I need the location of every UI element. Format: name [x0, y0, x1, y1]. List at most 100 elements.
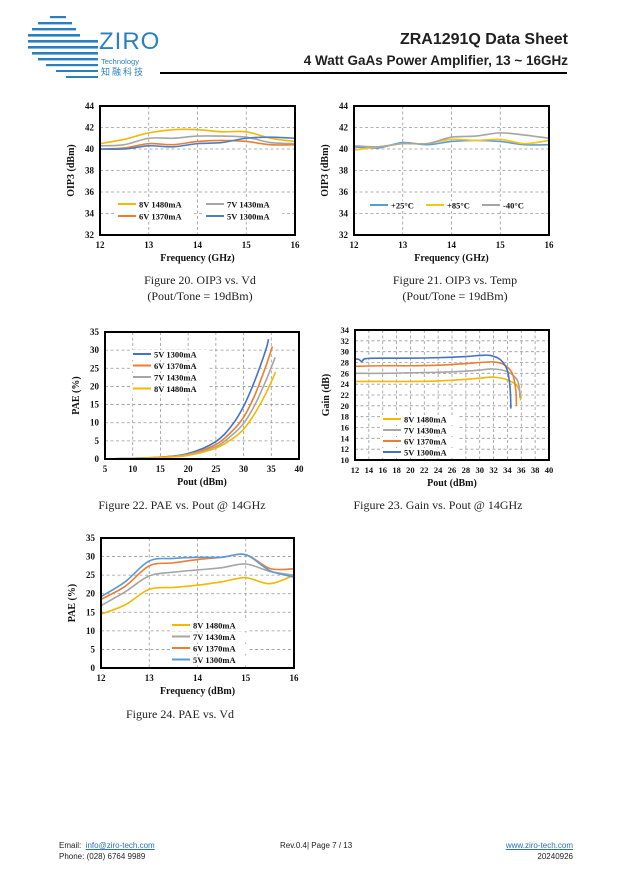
legend-bg: [131, 361, 209, 372]
y-tick-label: 38: [339, 166, 349, 176]
legend-bg: [131, 350, 209, 360]
plot-frame: [353, 105, 550, 236]
legend-bg: [368, 201, 418, 211]
document-subtitle: 4 Watt GaAs Power Amplifier, 13 ~ 16GHz: [303, 53, 568, 68]
y-tick-label: 22: [341, 390, 350, 400]
legend-item: 7V 1430mA: [204, 200, 282, 210]
legend-bg: [131, 373, 209, 383]
x-tick-label: 34: [503, 465, 512, 475]
x-tick-label: 18: [392, 465, 401, 475]
y-tick-label: 20: [341, 401, 350, 411]
figure-21-caption: Figure 21. OIP3 vs. Temp (Pout/Tone = 19…: [335, 272, 575, 304]
x-tick-label: 10: [128, 464, 138, 474]
y-tick-label: 5: [95, 436, 100, 446]
series-line-6v-1370ma: [355, 361, 518, 406]
series-line-5v-1300ma: [355, 354, 512, 409]
y-tick-label: 15: [86, 607, 96, 617]
y-tick-label: 38: [85, 166, 95, 176]
x-tick-label: 16: [378, 465, 387, 475]
y-tick-label: 42: [339, 123, 349, 133]
x-tick-label: 26: [448, 465, 457, 475]
caption-line: (Pout/Tone = 19dBm): [402, 289, 508, 303]
legend-label: +85°C: [447, 201, 470, 211]
y-tick-label: 26: [341, 368, 350, 378]
series-line-5v-1300ma: [101, 553, 294, 598]
legend-item: 7V 1430mA: [131, 373, 209, 383]
y-tick-label: 42: [85, 123, 95, 133]
footer-contact: Email: info@ziro-tech.com Phone: (028) 6…: [59, 840, 155, 862]
x-tick-label: 32: [489, 465, 498, 475]
legend-label: 5V 1300mA: [154, 350, 197, 360]
legend-item: 7V 1430mA: [381, 426, 459, 436]
footer-revision: Rev.0.4| Page 7 / 13: [280, 841, 353, 850]
caption-line: Figure 20. OIP3 vs. Vd: [144, 273, 256, 287]
legend-label: 8V 1480mA: [404, 415, 447, 425]
series-line-6v-1370ma: [100, 139, 295, 150]
figure-23-caption: Figure 23. Gain vs. Pout @ 14GHz: [318, 497, 558, 513]
legend-item: 8V 1480mA: [170, 621, 248, 631]
x-tick-label: 15: [496, 240, 506, 250]
legend-bg: [204, 212, 282, 222]
legend-label: +25°C: [391, 201, 414, 211]
legend-label: 8V 1480mA: [193, 621, 236, 631]
legend-bg: [116, 212, 194, 222]
y-tick-label: 30: [341, 347, 350, 357]
y-tick-label: 28: [341, 358, 350, 368]
y-tick-label: 44: [339, 101, 349, 111]
y-tick-label: 10: [86, 626, 96, 636]
y-tick-label: 16: [341, 423, 350, 433]
legend-item: 5V 1300mA: [131, 350, 209, 360]
website-link[interactable]: www.ziro-tech.com: [505, 841, 573, 850]
legend-label: 7V 1430mA: [193, 632, 236, 642]
y-tick-label: 34: [341, 325, 350, 335]
legend-bg: [170, 655, 248, 666]
header-divider: [160, 72, 567, 74]
x-tick-label: 14: [193, 240, 203, 250]
x-tick-label: 15: [156, 464, 166, 474]
x-tick-label: 14: [365, 465, 374, 475]
y-tick-label: 36: [85, 187, 95, 197]
legend-item: +85°C: [424, 201, 474, 211]
phone-number: (028) 6764 9989: [86, 852, 146, 861]
legend-label: 8V 1480mA: [154, 384, 197, 394]
legend-item: 6V 1370mA: [116, 212, 194, 222]
y-tick-label: 34: [339, 209, 349, 219]
y-tick-label: 35: [90, 327, 100, 337]
y-tick-label: 10: [90, 418, 100, 428]
legend-label: 6V 1370mA: [139, 212, 182, 222]
x-tick-label: 15: [242, 240, 252, 250]
y-tick-label: 35: [86, 533, 96, 543]
x-tick-label: 25: [211, 464, 221, 474]
legend-bg: [204, 200, 282, 210]
x-tick-label: 12: [351, 465, 360, 475]
x-tick-label: 5: [103, 464, 108, 474]
x-tick-label: 24: [434, 465, 443, 475]
y-tick-label: 32: [341, 336, 350, 346]
legend-bg: [424, 201, 474, 211]
x-axis-label: Pout (dBm): [427, 478, 477, 489]
x-tick-label: 13: [398, 240, 408, 250]
legend-label: 7V 1430mA: [404, 426, 447, 436]
legend-item: 8V 1480mA: [131, 384, 209, 395]
chart-fig23: 12 14 16 18 20 22 24 26 28 30 32 34 36 38 401012141618…: [321, 325, 553, 489]
x-tick-label: 35: [267, 464, 277, 474]
legend-item: 7V 1430mA: [170, 632, 248, 643]
x-tick-label: 13: [144, 240, 154, 250]
chart-fig20: 12 13 14 15 16 32 34 36 38 40 42 44 Frequency (GHz) O…: [66, 101, 300, 264]
legend-label: 6V 1370mA: [404, 437, 447, 447]
x-tick-label: 20: [184, 464, 194, 474]
legend-item: -40°C: [480, 201, 530, 211]
series-line-8v-1480ma: [100, 128, 295, 145]
plot-frame: [99, 105, 296, 236]
y-tick-label: 30: [86, 552, 96, 562]
email-link[interactable]: info@ziro-tech.com: [85, 841, 155, 850]
y-tick-label: 32: [85, 230, 95, 240]
legend-label: 8V 1480mA: [139, 200, 182, 210]
y-tick-label: 15: [90, 400, 100, 410]
series-line-8v-1480ma: [101, 574, 294, 615]
footer-right: www.ziro-tech.com 20240926: [506, 840, 573, 862]
y-tick-label: 10: [341, 455, 350, 465]
y-tick-label: 44: [85, 101, 95, 111]
x-tick-label: 15: [241, 673, 251, 683]
